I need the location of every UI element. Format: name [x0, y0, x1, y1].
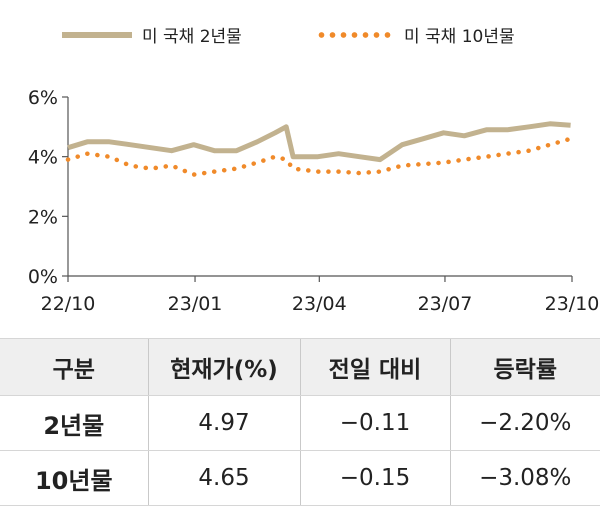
cell-change: −0.15: [299, 450, 450, 506]
table-row: 2년물 4.97 −0.11 −2.20%: [0, 395, 600, 451]
chart-legend: 미 국채 2년물 미 국채 10년물: [0, 22, 600, 58]
cell-current: 4.65: [147, 450, 300, 506]
x-tick-label: 23/04: [292, 293, 347, 315]
cell-current: 4.97: [147, 395, 300, 451]
legend-item-2y: 미 국채 2년물: [62, 22, 242, 47]
x-tick-label: 23/01: [168, 293, 223, 315]
table-header-row: 구분 현재가(%) 전일 대비 등락률: [0, 338, 600, 396]
y-tick-label: 6%: [28, 87, 58, 109]
legend-label-10y: 미 국채 10년물: [404, 27, 515, 47]
cell-change: −0.11: [299, 395, 450, 451]
table-row: 10년물 4.65 −0.15 −3.08%: [0, 450, 600, 506]
y-tick-label: 4%: [28, 147, 58, 169]
header-category: 구분: [0, 338, 148, 396]
header-current: 현재가(%): [147, 338, 300, 396]
row-label: 10년물: [0, 450, 148, 506]
row-label: 2년물: [0, 395, 148, 451]
cell-rate: −3.08%: [449, 450, 600, 506]
header-change: 전일 대비: [299, 338, 450, 396]
series-line-10y: [65, 136, 573, 177]
x-tick-label: 23/07: [418, 293, 473, 315]
yield-line-chart: 0% 2% 4% 6% 22/10 23/01 23/04 23/07 23/10: [28, 87, 600, 315]
cell-rate: −2.20%: [449, 395, 600, 451]
x-tick-label: 23/10: [545, 293, 600, 315]
series-line-2y: [67, 121, 571, 163]
y-tick-label: 2%: [28, 206, 58, 228]
y-tick-label: 0%: [28, 266, 58, 288]
legend-label-2y: 미 국채 2년물: [142, 27, 242, 47]
legend-swatch-10y: [316, 31, 394, 38]
x-tick-label: 22/10: [41, 293, 96, 315]
legend-item-10y: 미 국채 10년물: [316, 22, 515, 47]
legend-swatch-2y: [62, 31, 132, 38]
yield-table: 구분 현재가(%) 전일 대비 등락률 2년물 4.97 −0.11 −2.20…: [0, 338, 600, 506]
header-rate: 등락률: [449, 338, 600, 396]
